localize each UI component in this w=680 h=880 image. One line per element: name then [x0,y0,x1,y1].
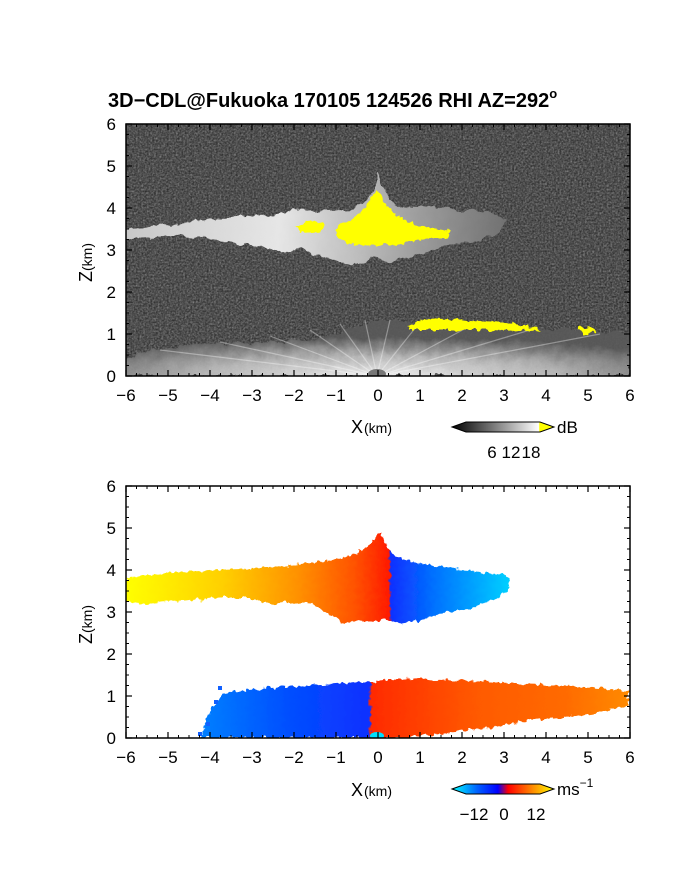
velocity-colorbar-bar [450,783,556,795]
bottom-xtick-label: 4 [541,748,550,767]
top-xtick-label: 4 [541,386,550,405]
bottom-xtick-label: 6 [625,748,634,767]
bottom-xtick-label: −1 [326,748,345,767]
top-ytick-label: 5 [107,157,116,176]
bottom-xlabel: X(km) [351,780,392,800]
bottom-xtick-label: −5 [158,748,177,767]
velocity-axes: −6 −5 −4 −3 −2 −1 0 1 2 3 4 5 6 0 1 2 3 4 5 6 [107,477,635,767]
bottom-xtick-label: −6 [116,748,135,767]
velocity-colorbar-tick-label: 12 [527,805,546,824]
top-xtick-label: −4 [200,386,219,405]
bottom-ytick-label: 1 [107,687,116,706]
top-xtick-label: 1 [415,386,424,405]
lower-layer-echo [126,320,630,376]
top-xtick-label: −6 [116,386,135,405]
lower-layer-velocity [200,678,628,738]
scattered-blue-pixels [198,686,222,736]
reflectivity-colorbar-tick-label: 18 [522,443,541,462]
top-xtick-label: 0 [373,386,382,405]
bottom-ytick-label: 4 [107,561,116,580]
velocity-plot-area [126,486,630,738]
bottom-ytick-label: 0 [107,729,116,748]
bottom-ytick-label: 5 [107,519,116,538]
top-xtick-label: −1 [326,386,345,405]
top-ytick-label: 2 [107,283,116,302]
reflectivity-axes: −6 −5 −4 −3 −2 −1 0 1 2 3 4 5 6 0 1 2 3 4 5 6 [107,115,635,405]
upper-layer-velocity [126,532,510,624]
high-reflectivity-cores [295,190,596,334]
velocity-colorbar: ms−1 −12 0 12 [450,776,594,824]
velocity-colorbar-tick-label: 0 [499,805,508,824]
top-xtick-label: 6 [625,386,634,405]
bottom-xtick-label: 0 [373,748,382,767]
bottom-xtick-label: 3 [499,748,508,767]
top-xtick-label: −3 [242,386,261,405]
bottom-xtick-label: 1 [415,748,424,767]
bottom-ytick-label: 6 [107,477,116,496]
near-field-cyan [370,732,384,738]
top-ytick-label: 1 [107,325,116,344]
reflectivity-colorbar-tick-label: 6 [487,443,496,462]
reflectivity-colorbar: dB 6 12 18 [450,418,578,462]
top-ytick-label: 0 [107,367,116,386]
top-xtick-label: −2 [284,386,303,405]
bottom-ylabel: Z(km) [76,605,96,644]
top-xlabel: X(km) [351,417,392,437]
bottom-xtick-label: 5 [583,748,592,767]
reflectivity-colorbar-unit: dB [557,418,578,437]
bottom-ytick-label: 3 [107,603,116,622]
bottom-xtick-label: −3 [242,748,261,767]
velocity-colorbar-tick-label: −12 [460,805,489,824]
top-xtick-label: 3 [499,386,508,405]
velocity-colorbar-unit: ms−1 [557,776,594,799]
radar-site-marker [368,369,386,376]
bottom-ytick-label: 2 [107,645,116,664]
top-ytick-label: 4 [107,199,116,218]
top-xtick-label: 5 [583,386,592,405]
reflectivity-colorbar-bar [450,421,556,433]
bottom-xtick-label: 2 [457,748,466,767]
chart-title: 3D−CDL@Fukuoka 170105 124526 RHI AZ=292o [108,86,557,112]
top-xtick-label: 2 [457,386,466,405]
bottom-xtick-label: −2 [284,748,303,767]
reflectivity-plot-area [126,124,630,376]
top-ylabel: Z(km) [76,243,96,282]
reflectivity-colorbar-tick-label: 12 [502,443,521,462]
top-ytick-label: 3 [107,241,116,260]
top-ytick-label: 6 [107,115,116,134]
bottom-xtick-label: −4 [200,748,219,767]
top-xtick-label: −5 [158,386,177,405]
fan-rays [159,319,601,376]
